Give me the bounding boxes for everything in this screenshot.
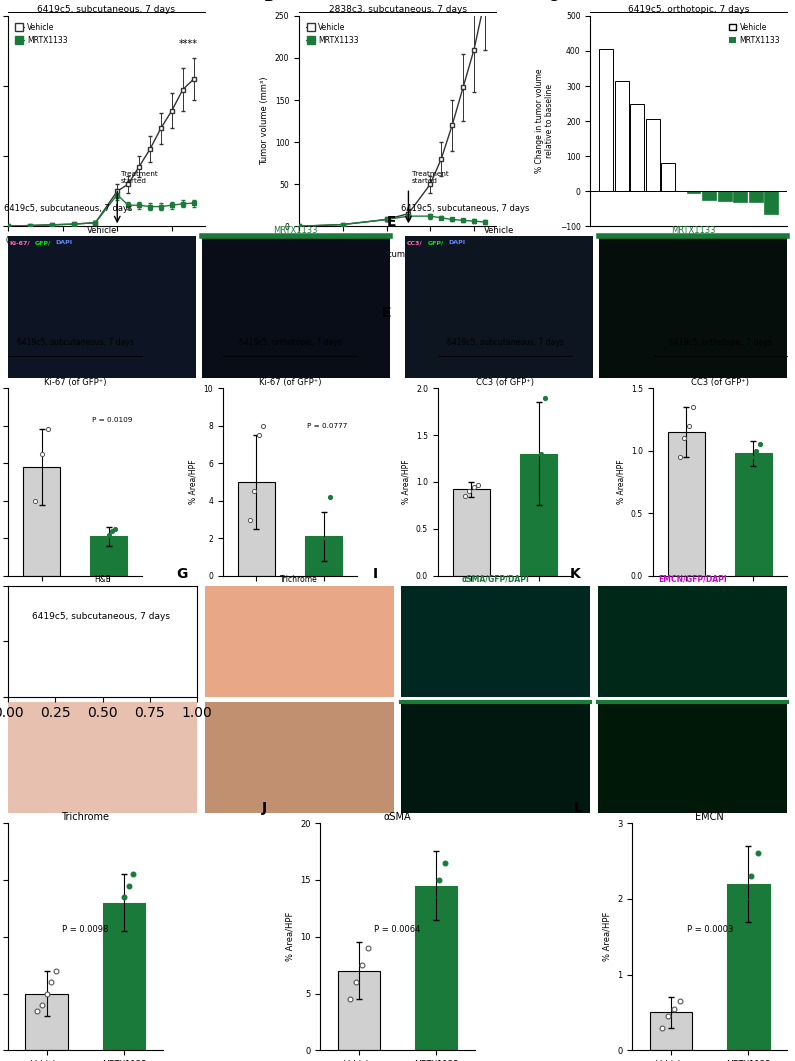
Title: CC3 (of GFP⁺): CC3 (of GFP⁺) [691, 379, 749, 387]
Text: ****: **** [179, 39, 198, 50]
Text: Vehicle: Vehicle [87, 226, 117, 234]
Bar [702, 191, 716, 199]
Text: E: E [382, 306, 391, 320]
Bar [764, 191, 778, 214]
Title: Ki-67 (of GFP⁺): Ki-67 (of GFP⁺) [44, 379, 107, 387]
X-axis label: Days after tumor injection: Days after tumor injection [51, 250, 161, 260]
Bar [727, 884, 770, 1050]
Legend: Vehicle, MRTX1133: Vehicle, MRTX1133 [726, 20, 783, 48]
Text: C: C [547, 0, 557, 4]
Text: GFP/: GFP/ [34, 241, 51, 245]
Text: P = 0.0109: P = 0.0109 [92, 417, 132, 423]
Bar [646, 119, 660, 191]
Text: αSMA/GFP/DAPI: αSMA/GFP/DAPI [462, 574, 529, 584]
Title: EMCN: EMCN [696, 813, 724, 822]
Title: 2838c3, subcutaneous, 7 days: 2838c3, subcutaneous, 7 days [328, 4, 467, 14]
Bar [749, 191, 762, 202]
Y-axis label: % Change in tumor volume
relative to baseline: % Change in tumor volume relative to bas… [535, 69, 554, 173]
Text: 6419c5, orthotopic, 7 days: 6419c5, orthotopic, 7 days [238, 338, 341, 347]
Text: P = 0.0003: P = 0.0003 [687, 925, 733, 934]
Y-axis label: % Area/HPF: % Area/HPF [285, 912, 294, 961]
Text: CC3/: CC3/ [407, 241, 423, 245]
Text: GFP/: GFP/ [428, 241, 444, 245]
Bar [238, 482, 275, 576]
Bar [615, 81, 629, 191]
Text: 6419c5, subcutaneous, 7 days: 6419c5, subcutaneous, 7 days [4, 205, 133, 213]
Title: Ki-67 (of GFP⁺): Ki-67 (of GFP⁺) [259, 379, 321, 387]
Text: Vehicle: Vehicle [484, 226, 514, 234]
Legend: Vehicle, MRTX1133: Vehicle, MRTX1133 [12, 20, 71, 48]
Bar [599, 49, 613, 191]
Bar [23, 467, 60, 576]
Bar [735, 453, 772, 576]
Bar [650, 1012, 692, 1050]
Text: J: J [262, 801, 266, 815]
Text: I: I [373, 567, 378, 581]
Text: 6419c5, subcutaneous, 7 days: 6419c5, subcutaneous, 7 days [32, 612, 170, 621]
Y-axis label: % Area/HPF: % Area/HPF [603, 912, 612, 961]
Text: 6419c5, orthotopic, 7 days: 6419c5, orthotopic, 7 days [669, 338, 771, 347]
Bar [687, 191, 700, 193]
Title: CC3 (of GFP⁺): CC3 (of GFP⁺) [476, 379, 534, 387]
Title: Trichrome: Trichrome [61, 813, 109, 822]
Bar [338, 971, 380, 1050]
Bar [661, 163, 675, 191]
Text: MRTX1133: MRTX1133 [671, 226, 716, 234]
Text: G: G [176, 567, 188, 581]
Bar [718, 191, 731, 201]
Text: P = 0.0777: P = 0.0777 [307, 422, 347, 429]
Y-axis label: % Area/HPF: % Area/HPF [616, 459, 626, 504]
Bar [103, 903, 145, 1050]
Text: Ki-67/: Ki-67/ [10, 241, 30, 245]
Text: L: L [574, 801, 583, 815]
Text: E: E [386, 215, 396, 229]
Text: DAPI: DAPI [448, 241, 466, 245]
Text: P = 0.0098: P = 0.0098 [62, 925, 108, 934]
Text: EMCN/GFP/DAPI: EMCN/GFP/DAPI [658, 574, 727, 584]
Bar [305, 537, 342, 576]
Text: P = 0.0064: P = 0.0064 [374, 925, 421, 934]
Text: MRTX1133: MRTX1133 [273, 226, 318, 234]
X-axis label: Days after tumor injection: Days after tumor injection [343, 250, 452, 260]
Bar [668, 432, 705, 576]
Title: 6419c5, subcutaneous, 7 days: 6419c5, subcutaneous, 7 days [37, 4, 176, 14]
Bar [415, 886, 457, 1050]
Text: 6419c5, subcutaneous, 7 days: 6419c5, subcutaneous, 7 days [401, 205, 529, 213]
Text: Trichrome: Trichrome [281, 574, 318, 584]
Text: K: K [569, 567, 580, 581]
Text: Treatment
started: Treatment started [121, 171, 157, 185]
Y-axis label: Tumor volume (mm³): Tumor volume (mm³) [260, 76, 270, 166]
Bar [90, 537, 127, 576]
Text: Treatment
started: Treatment started [412, 171, 448, 185]
Text: B: B [264, 0, 274, 4]
Y-axis label: % Area/HPF: % Area/HPF [401, 459, 410, 504]
Bar [630, 104, 644, 191]
Text: 6419c5, subcutaneous, 7 days: 6419c5, subcutaneous, 7 days [17, 338, 134, 347]
Bar [733, 191, 747, 202]
Bar [520, 454, 557, 576]
Bar [25, 993, 68, 1050]
Text: H&E: H&E [95, 574, 111, 584]
Text: DAPI: DAPI [55, 241, 72, 245]
Bar [453, 489, 490, 576]
Text: 6419c5, subcutaneous, 7 days: 6419c5, subcutaneous, 7 days [447, 338, 564, 347]
Title: αSMA: αSMA [384, 813, 411, 822]
Title: 6419c5, orthotopic, 7 days: 6419c5, orthotopic, 7 days [628, 4, 750, 14]
Y-axis label: % Area/HPF: % Area/HPF [189, 459, 198, 504]
Legend: Vehicle, MRTX1133: Vehicle, MRTX1133 [303, 20, 362, 48]
